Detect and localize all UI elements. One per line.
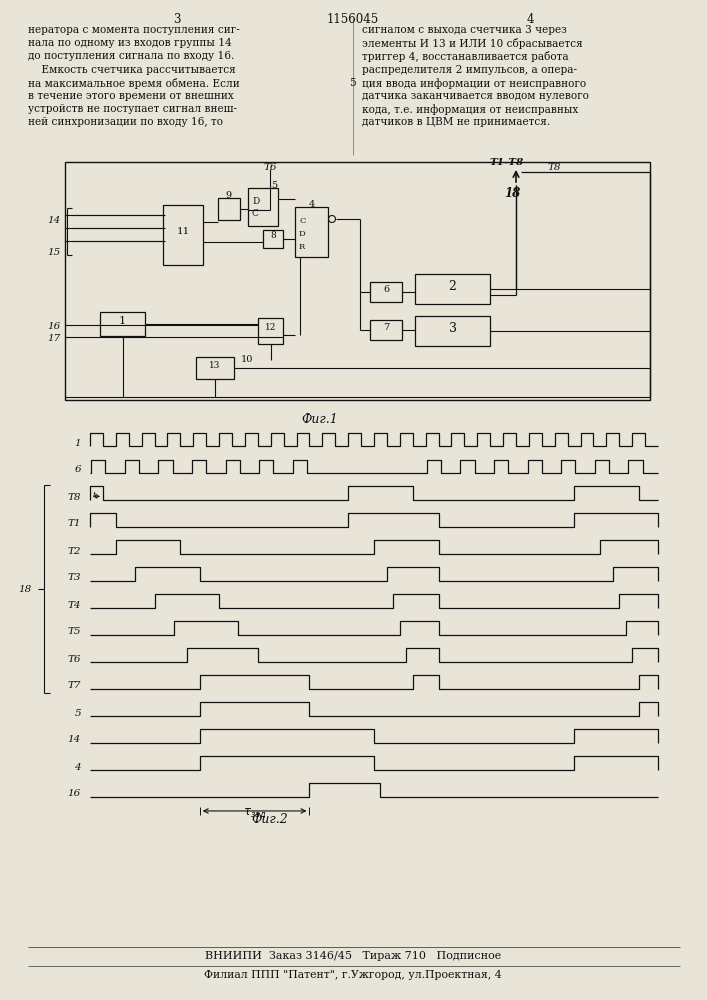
Text: T8: T8 — [67, 492, 81, 502]
Text: кода, т.е. информация от неисправных: кода, т.е. информация от неисправных — [362, 104, 578, 115]
Text: 9: 9 — [225, 191, 231, 200]
Bar — [248, 188, 278, 226]
Text: 5: 5 — [271, 181, 277, 190]
Bar — [163, 205, 203, 265]
Text: 1156045: 1156045 — [327, 13, 379, 26]
Bar — [65, 162, 650, 400]
Text: датчика заканчивается вводом нулевого: датчика заканчивается вводом нулевого — [362, 91, 589, 101]
Text: T1: T1 — [67, 520, 81, 528]
Text: распределителя 2 импульсов, а опера-: распределителя 2 импульсов, а опера- — [362, 65, 577, 75]
Text: C: C — [299, 217, 305, 225]
Text: 18: 18 — [19, 585, 32, 594]
Text: до поступления сигнала по входу 16.: до поступления сигнала по входу 16. — [28, 51, 235, 61]
Text: T7: T7 — [67, 682, 81, 690]
Bar — [370, 282, 402, 302]
Text: 6: 6 — [74, 466, 81, 475]
Text: Т8: Т8 — [548, 163, 561, 172]
Bar — [370, 320, 402, 340]
Text: сигналом с выхода счетчика 3 через: сигналом с выхода счетчика 3 через — [362, 25, 567, 35]
Bar — [100, 312, 145, 336]
Text: в течение этого времени от внешних: в течение этого времени от внешних — [28, 91, 234, 101]
Text: датчиков в ЦВМ не принимается.: датчиков в ЦВМ не принимается. — [362, 117, 550, 127]
Text: Филиал ППП "Патент", г.Ужгород, ул.Проектная, 4: Филиал ППП "Патент", г.Ужгород, ул.Проек… — [204, 970, 502, 980]
Text: нала по одному из входов группы 14: нала по одному из входов группы 14 — [28, 38, 232, 48]
Text: на максимальное время обмена. Если: на максимальное время обмена. Если — [28, 78, 240, 89]
Text: Фиг.2: Фиг.2 — [252, 813, 288, 826]
Text: триггер 4, восстанавливается работа: триггер 4, восстанавливается работа — [362, 51, 568, 62]
Text: 2: 2 — [448, 279, 457, 292]
Text: 13: 13 — [209, 360, 221, 369]
Text: Т1-Т8: Т1-Т8 — [490, 158, 525, 167]
Bar — [415, 316, 490, 346]
Text: 4: 4 — [308, 200, 315, 209]
Text: 14: 14 — [47, 216, 60, 225]
Text: D: D — [299, 230, 305, 238]
Text: 15: 15 — [47, 248, 60, 257]
Text: 16: 16 — [68, 790, 81, 798]
Text: 5: 5 — [74, 708, 81, 718]
Text: 4: 4 — [526, 13, 534, 26]
Text: ция ввода информации от неисправного: ция ввода информации от неисправного — [362, 78, 586, 89]
Text: 7: 7 — [383, 322, 389, 332]
Text: 1: 1 — [119, 316, 126, 326]
Text: T5: T5 — [67, 628, 81, 637]
Text: 10: 10 — [241, 355, 253, 364]
Text: 8: 8 — [270, 232, 276, 240]
Text: T2: T2 — [67, 546, 81, 556]
Text: Емкость счетчика рассчитывается: Емкость счетчика рассчитывается — [28, 65, 235, 75]
Text: $\tau_{зад}$: $\tau_{зад}$ — [243, 806, 267, 820]
Text: 12: 12 — [265, 324, 276, 332]
Text: T3: T3 — [67, 574, 81, 582]
Bar — [263, 230, 283, 248]
Text: T4: T4 — [67, 600, 81, 609]
Text: 17: 17 — [47, 334, 60, 343]
Text: 6: 6 — [383, 284, 389, 294]
Text: Фиг.1: Фиг.1 — [302, 413, 339, 426]
Text: 16: 16 — [47, 322, 60, 331]
Bar — [258, 318, 283, 344]
Text: 1: 1 — [74, 438, 81, 448]
Bar — [295, 207, 328, 257]
Text: элементы И 13 и ИЛИ 10 сбрасывается: элементы И 13 и ИЛИ 10 сбрасывается — [362, 38, 583, 49]
Text: T6: T6 — [67, 654, 81, 664]
Text: 3: 3 — [448, 322, 457, 334]
Text: Т6: Т6 — [263, 163, 276, 172]
Text: R: R — [299, 243, 305, 251]
Text: 18: 18 — [504, 187, 520, 200]
Text: ВНИИПИ  Заказ 3146/45   Тираж 710   Подписное: ВНИИПИ Заказ 3146/45 Тираж 710 Подписное — [205, 951, 501, 961]
Text: 4: 4 — [74, 762, 81, 772]
Bar — [218, 198, 240, 220]
Text: 5: 5 — [349, 78, 356, 88]
Text: 14: 14 — [68, 736, 81, 744]
Text: t: t — [93, 491, 96, 499]
Text: 11: 11 — [176, 228, 189, 236]
Text: устройств не поступает сигнал внеш-: устройств не поступает сигнал внеш- — [28, 104, 237, 114]
Text: ней синхронизации по входу 16, то: ней синхронизации по входу 16, то — [28, 117, 223, 127]
Text: D: D — [252, 197, 259, 206]
Text: нератора с момента поступления сиг-: нератора с момента поступления сиг- — [28, 25, 240, 35]
Bar — [415, 274, 490, 304]
Bar — [196, 357, 234, 379]
Text: C: C — [252, 209, 259, 218]
Text: 3: 3 — [173, 13, 181, 26]
